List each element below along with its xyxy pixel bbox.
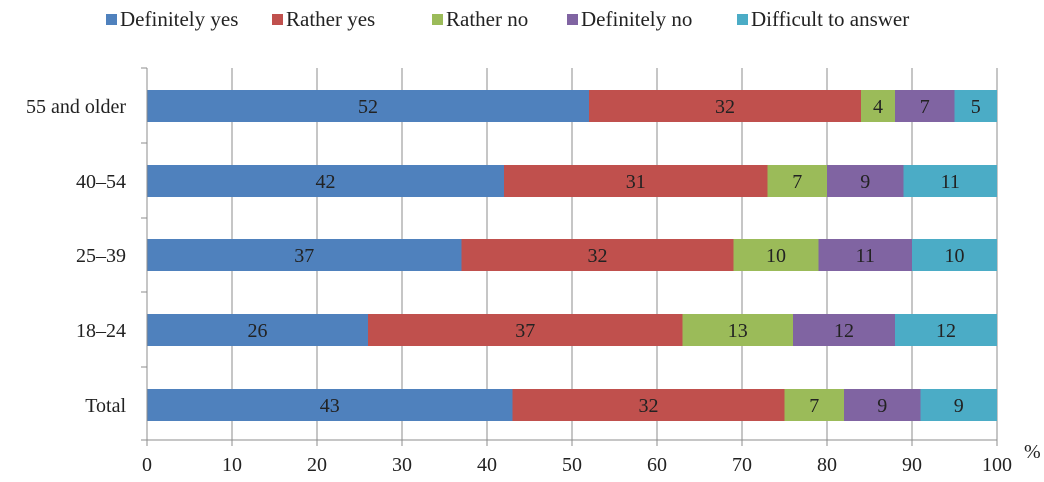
bar-segment [895,90,955,122]
bar-row: 37 32 10 11 10 [147,239,997,271]
bar-segment [784,389,844,421]
legend-label: Definitely no [581,7,692,31]
legend-item: Rather no [432,7,528,31]
data-label: 43 [320,395,340,417]
legend-item: Rather yes [272,7,375,31]
bar-segment [147,239,462,271]
bar-segment [504,165,768,197]
data-label: 9 [954,395,964,417]
legend-swatch [432,14,443,25]
data-label: 37 [515,320,535,342]
legend-label: Difficult to answer [751,7,909,31]
legend-swatch [567,14,578,25]
data-label: 12 [834,320,854,342]
x-tick-label: 90 [902,454,922,476]
x-tick-label: 10 [222,454,242,476]
bar-segment [895,314,997,346]
data-label: 10 [766,245,786,267]
bar-segment [954,90,997,122]
data-label: 32 [715,96,735,118]
category-label: 40–54 [76,171,126,193]
data-label: 5 [971,96,981,118]
category-label: Total [85,395,126,417]
x-tick-label: 60 [647,454,667,476]
bars: 52 32 4 7 5 42 31 7 9 11 37 32 10 11 10 26 37 13 12 12 43 32 7… [147,90,997,421]
legend-label: Definitely yes [120,7,238,31]
legend-item: Definitely no [567,7,692,31]
x-tick-label: 20 [307,454,327,476]
bar-segment [512,389,785,421]
data-label: 32 [639,395,659,417]
bar-segment [827,165,904,197]
bar-segment [912,239,997,271]
x-tick-label: 100 [982,454,1012,476]
bar-segment [147,389,513,421]
data-label: 42 [316,171,336,193]
legend-swatch [737,14,748,25]
legend-label: Rather yes [286,7,375,31]
data-label: 7 [792,171,802,193]
bar-segment [147,314,368,346]
bar-segment [461,239,734,271]
category-label: 25–39 [76,245,126,267]
bar-segment [147,165,504,197]
bar-segment [861,90,895,122]
data-label: 11 [856,245,875,267]
bar-segment [733,239,819,271]
data-label: 31 [626,171,646,193]
legend-item: Difficult to answer [737,7,909,31]
bar-segment [589,90,861,122]
data-label: 9 [860,171,870,193]
bar-segment [818,239,912,271]
axes: 0 10 20 30 40 50 60 70 80 90 100% 55 and older 40–54… [26,67,1041,476]
data-label: 12 [936,320,956,342]
x-axis-unit: % [1024,441,1041,463]
data-label: 7 [809,395,819,417]
data-label: 32 [588,245,608,267]
data-label: 11 [941,171,960,193]
category-label: 18–24 [76,320,126,342]
bar-segment [844,389,921,421]
legend-swatch [106,14,117,25]
x-tick-label: 80 [817,454,837,476]
x-tick-label: 70 [732,454,752,476]
bar-segment [767,165,827,197]
data-label: 52 [358,96,378,118]
bar-segment [682,314,793,346]
x-tick-label: 0 [142,454,152,476]
legend-label: Rather no [446,7,528,31]
legend-item: Definitely yes [106,7,238,31]
legend-swatch [272,14,283,25]
data-label: 37 [294,245,314,267]
legend: Definitely yes Rather yes Rather no Definit… [106,7,909,31]
bar-row: 52 32 4 7 5 [147,90,997,122]
x-tick-label: 50 [562,454,582,476]
bar-segment [920,389,997,421]
category-label: 55 and older [26,96,126,118]
x-tick-label: 40 [477,454,497,476]
bar-row: 26 37 13 12 12 [147,314,997,346]
bar-row: 43 32 7 9 9 [147,389,997,421]
data-label: 13 [728,320,748,342]
data-label: 4 [873,96,883,118]
data-label: 26 [248,320,268,342]
bar-segment [147,90,589,122]
bar-segment [368,314,683,346]
data-label: 9 [877,395,887,417]
x-tick-label: 30 [392,454,412,476]
bar-row: 42 31 7 9 11 [147,165,997,197]
data-label: 10 [945,245,965,267]
bar-segment [903,165,997,197]
data-label: 7 [920,96,930,118]
bar-segment [793,314,895,346]
